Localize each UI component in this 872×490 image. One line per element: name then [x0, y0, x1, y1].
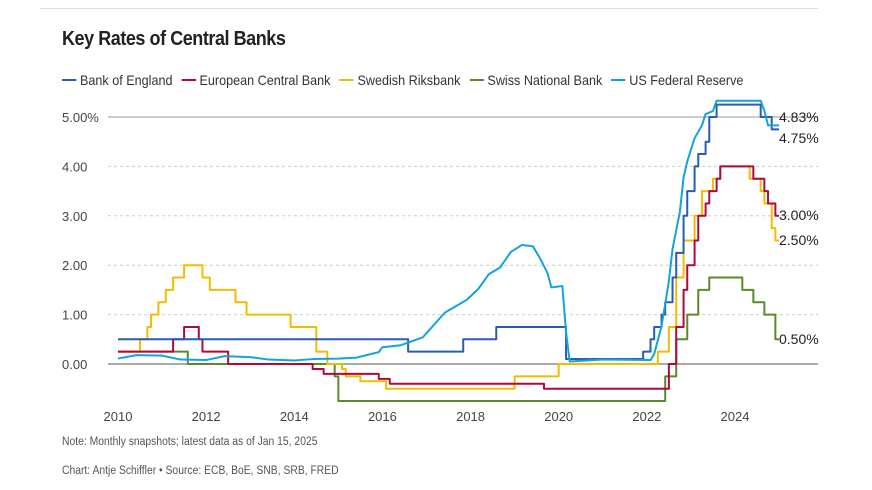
x-tick-label: 2022 [632, 409, 661, 424]
end-value-label: 2.50% [779, 232, 819, 248]
x-tick-label: 2010 [104, 409, 133, 424]
source-text: Chart: Antje Schiffler • Source: ECB, Bo… [62, 465, 339, 477]
x-tick-label: 2018 [456, 409, 485, 424]
legend-label: Swedish Riksbank [357, 72, 461, 88]
series-line-bank-of-england [118, 103, 780, 361]
legend-item-snb: Swiss National Bank [469, 72, 602, 88]
x-tick-label: 2020 [544, 409, 573, 424]
legend-item-ecb: European Central Bank [181, 72, 330, 88]
end-value-label: 4.75% [779, 130, 819, 146]
x-tick-label: 2012 [192, 409, 221, 424]
legend-swatch [339, 78, 354, 82]
legend-item-riksbank: Swedish Riksbank [339, 72, 460, 88]
x-tick-label: 2014 [280, 409, 309, 424]
series-line-swedish-riksbank [118, 165, 780, 390]
y-tick-label: 5.00% [62, 110, 99, 125]
legend: Bank of England European Central Bank Sw… [62, 72, 743, 88]
y-tick-label: 3.00 [62, 209, 87, 224]
legend-swatch [611, 78, 626, 82]
top-divider [40, 8, 818, 9]
legend-item-boe: Bank of England [62, 72, 172, 88]
y-tick-label: 4.00 [62, 159, 87, 174]
y-tick-label: 1.00 [62, 308, 87, 323]
series-line-european-central-bank [118, 165, 780, 390]
legend-swatch [469, 78, 484, 82]
legend-swatch [181, 78, 196, 82]
end-value-label: 4.83% [779, 109, 819, 125]
note-text: Note: Monthly snapshots; latest data as … [62, 436, 318, 448]
legend-label: European Central Bank [199, 72, 331, 88]
legend-label: Bank of England [80, 72, 173, 88]
legend-swatch [62, 78, 77, 82]
x-tick-label: 2016 [368, 409, 397, 424]
series-line-us-federal-reserve [117, 99, 780, 363]
end-value-label: 3.00% [779, 207, 819, 223]
legend-label: US Federal Reserve [629, 72, 744, 88]
x-tick-label: 2024 [721, 409, 750, 424]
end-value-label: 0.50% [779, 331, 819, 347]
y-tick-label: 0.00 [62, 357, 87, 372]
y-tick-label: 2.00 [62, 258, 87, 273]
series-line-swiss-national-bank [118, 276, 780, 403]
chart-title: Key Rates of Central Banks [62, 28, 286, 50]
legend-label: Swiss National Bank [487, 72, 603, 88]
legend-item-fed: US Federal Reserve [611, 72, 743, 88]
